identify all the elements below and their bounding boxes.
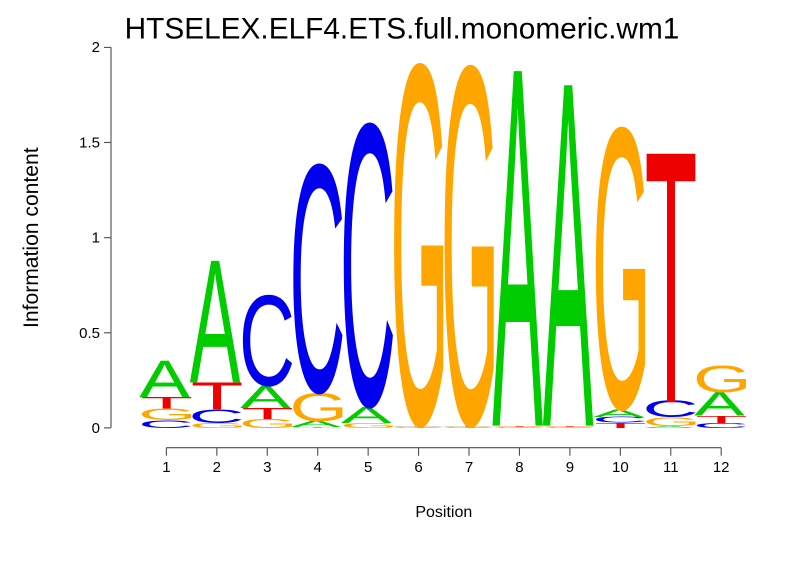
svg-text:A: A <box>492 0 543 536</box>
svg-text:11: 11 <box>663 459 679 476</box>
svg-text:C: C <box>289 97 345 462</box>
svg-text:G: G <box>441 0 500 532</box>
svg-text:8: 8 <box>515 459 523 476</box>
svg-text:3: 3 <box>263 459 271 476</box>
svg-text:0: 0 <box>92 420 100 437</box>
svg-text:A: A <box>190 223 241 421</box>
svg-text:1: 1 <box>92 230 100 247</box>
svg-text:G: G <box>592 44 651 493</box>
svg-text:5: 5 <box>364 459 372 476</box>
svg-text:A: A <box>543 0 594 530</box>
svg-text:1.5: 1.5 <box>79 135 100 152</box>
svg-text:C: C <box>239 268 295 414</box>
svg-text:2: 2 <box>92 39 100 56</box>
svg-text:T: T <box>645 75 698 479</box>
svg-text:A: A <box>139 349 190 408</box>
svg-text:10: 10 <box>612 459 629 476</box>
svg-text:1: 1 <box>162 459 170 476</box>
svg-text:6: 6 <box>414 459 422 476</box>
svg-text:C: C <box>340 39 396 490</box>
svg-text:7: 7 <box>465 459 473 476</box>
svg-text:Information content: Information content <box>20 147 43 328</box>
svg-text:2: 2 <box>213 459 221 476</box>
svg-text:G: G <box>693 357 752 400</box>
svg-text:9: 9 <box>566 459 574 476</box>
svg-text:Position: Position <box>415 504 472 521</box>
svg-text:0.5: 0.5 <box>79 325 100 342</box>
svg-text:12: 12 <box>713 459 730 476</box>
svg-text:4: 4 <box>314 459 322 476</box>
